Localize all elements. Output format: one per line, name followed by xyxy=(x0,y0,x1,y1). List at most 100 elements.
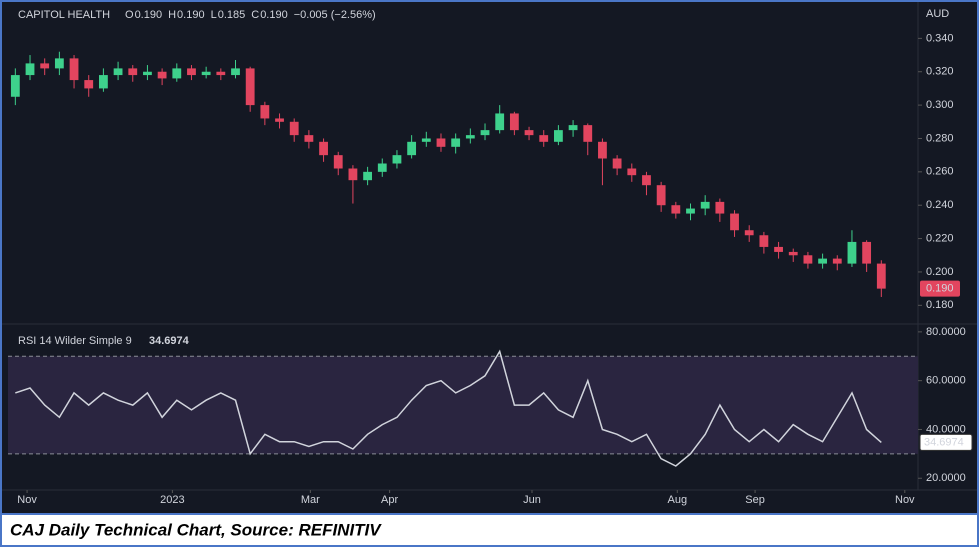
candle-body xyxy=(598,141,607,159)
candle-body xyxy=(686,208,695,214)
candle-body xyxy=(744,230,754,236)
rsi-line xyxy=(15,349,882,467)
candle-body xyxy=(627,168,637,176)
y-tick-label: 0.300 xyxy=(926,99,954,111)
candle-body xyxy=(392,155,402,164)
y-tick-label: 80.0000 xyxy=(926,326,966,338)
last-rsi-tag xyxy=(919,433,973,451)
candle-body xyxy=(642,175,651,186)
ohlc-key: C xyxy=(251,9,259,21)
candle-body xyxy=(509,113,519,131)
candle-body xyxy=(583,125,593,142)
candle-body xyxy=(671,205,681,214)
candle-body xyxy=(862,241,872,264)
candle-body xyxy=(524,130,534,136)
candle-body xyxy=(157,71,167,79)
candle-body xyxy=(172,68,182,79)
ohlc-value: 0.185 xyxy=(218,9,246,21)
candle-body xyxy=(568,125,578,131)
y-tick-label: 0.200 xyxy=(926,266,954,278)
candle-body xyxy=(10,75,20,97)
indicator-name: RSI 14 Wilder Simple 9 xyxy=(18,335,132,347)
candle-body xyxy=(231,68,240,76)
candle-body xyxy=(54,58,64,69)
candle-body xyxy=(275,118,284,122)
candle-body xyxy=(245,68,255,106)
candle-body xyxy=(143,71,152,76)
candle-body xyxy=(700,201,710,209)
candle-body xyxy=(40,63,50,69)
y-tick-label: 0.180 xyxy=(926,299,954,311)
candle-body xyxy=(260,105,270,119)
candle-body xyxy=(201,71,211,76)
candle-body xyxy=(656,185,666,206)
currency: AUD xyxy=(926,8,949,20)
indicator-value: 34.6974 xyxy=(149,335,190,347)
candle-body xyxy=(421,138,431,142)
candle-body xyxy=(495,113,505,131)
candle-body xyxy=(69,58,79,81)
candle-body xyxy=(304,135,314,142)
candle-body xyxy=(333,155,343,169)
candle-body xyxy=(25,63,35,76)
x-tick-label: Nov xyxy=(17,494,37,506)
candle-body xyxy=(377,163,387,172)
last-price-tag xyxy=(920,280,960,297)
y-tick-label: 0.220 xyxy=(926,232,954,244)
candle-body xyxy=(319,141,328,156)
last-rsi: 34.6974 xyxy=(924,436,964,448)
candle-body xyxy=(128,68,138,76)
candle-body xyxy=(774,246,783,252)
last-price: 0.190 xyxy=(926,283,954,295)
y-tick-label: 0.340 xyxy=(926,32,954,44)
y-tick-label: 0.260 xyxy=(926,166,954,178)
candle-body xyxy=(451,138,461,147)
ohlc-key: L xyxy=(211,9,217,21)
rsi-band xyxy=(8,356,918,454)
x-tick-label: 2023 xyxy=(160,494,184,506)
x-tick-label: Jun xyxy=(523,494,541,506)
y-tick-label: 60.0000 xyxy=(926,375,966,387)
candle-body xyxy=(113,68,123,76)
x-tick-label: Aug xyxy=(668,494,688,506)
candle-body xyxy=(832,258,842,264)
candle-body xyxy=(876,263,886,289)
candle-body xyxy=(84,80,94,89)
ohlc-value: 0.190 xyxy=(177,9,205,21)
candle-body xyxy=(847,241,857,264)
candle-body xyxy=(99,75,108,89)
candle-body xyxy=(436,138,446,147)
candle-body xyxy=(554,130,563,142)
y-tick-label: 40.0000 xyxy=(926,423,966,435)
ohlc-key: H xyxy=(168,9,176,21)
ohlc-value: 0.190 xyxy=(135,9,163,21)
candle-body xyxy=(803,255,813,264)
y-tick-label: 0.240 xyxy=(926,199,954,211)
candle-body xyxy=(759,235,769,247)
caption: CAJ Daily Technical Chart, Source: REFIN… xyxy=(10,520,382,539)
candle-body xyxy=(216,71,226,76)
x-tick-label: Nov xyxy=(895,494,915,506)
y-tick-label: 0.320 xyxy=(926,66,954,78)
candle-body xyxy=(539,135,549,142)
symbol: CAPITOL HEALTH xyxy=(18,9,110,21)
candle-body xyxy=(788,251,798,256)
x-tick-label: Apr xyxy=(381,494,398,506)
ohlc-key: O xyxy=(125,9,134,21)
candle-body xyxy=(465,135,475,139)
candle-body xyxy=(289,121,299,136)
candle-body xyxy=(363,171,372,181)
candle-body xyxy=(407,141,417,156)
candle-body xyxy=(187,68,196,76)
candle-body xyxy=(730,213,739,231)
candle-body xyxy=(715,201,725,214)
y-tick-label: 0.280 xyxy=(926,132,954,144)
ohlc-value: −0.005 (−2.56%) xyxy=(294,9,376,21)
candle-body xyxy=(818,258,827,264)
candle-body xyxy=(612,158,622,169)
x-tick-label: Mar xyxy=(301,494,320,506)
x-tick-label: Sep xyxy=(745,494,765,506)
y-tick-label: 20.0000 xyxy=(926,472,966,484)
